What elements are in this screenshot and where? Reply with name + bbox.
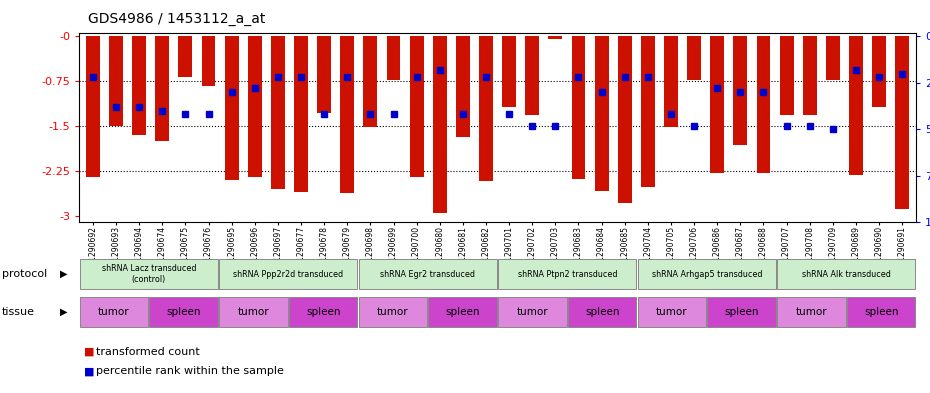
Bar [202, 37, 216, 86]
Bar [387, 37, 401, 79]
Text: shRNA Alk transduced: shRNA Alk transduced [802, 270, 891, 279]
Text: tumor: tumor [98, 307, 130, 317]
Bar [711, 37, 724, 173]
Bar [179, 37, 193, 77]
Text: transformed count: transformed count [96, 347, 200, 357]
Text: spleen: spleen [166, 307, 201, 317]
Text: spleen: spleen [724, 307, 759, 317]
Bar [80, 259, 218, 290]
Bar [271, 37, 285, 189]
Text: ■: ■ [84, 366, 94, 376]
Text: shRNA Lacz transduced
(control): shRNA Lacz transduced (control) [101, 264, 196, 284]
Bar [219, 297, 287, 327]
Text: tumor: tumor [656, 307, 688, 317]
Text: ■: ■ [84, 347, 94, 357]
Bar [294, 37, 308, 192]
Bar [896, 37, 910, 209]
Bar [549, 37, 563, 39]
Bar [219, 259, 357, 290]
Bar [641, 37, 655, 187]
Bar [429, 297, 497, 327]
Text: spleen: spleen [585, 307, 619, 317]
Bar [664, 37, 678, 127]
Bar [594, 37, 608, 191]
Bar [618, 37, 631, 203]
Bar [456, 37, 470, 137]
Bar [826, 37, 840, 79]
Bar [432, 37, 446, 213]
Bar [756, 37, 770, 173]
Text: ▶: ▶ [60, 269, 67, 279]
Bar [777, 259, 915, 290]
Bar [247, 37, 261, 177]
Bar [109, 37, 123, 126]
Text: spleen: spleen [864, 307, 898, 317]
Bar [132, 37, 146, 135]
Bar [525, 37, 539, 116]
Text: percentile rank within the sample: percentile rank within the sample [96, 366, 284, 376]
Bar [498, 297, 566, 327]
Text: protocol: protocol [2, 269, 47, 279]
Bar [225, 37, 239, 180]
Text: ▶: ▶ [60, 307, 67, 317]
Bar [847, 297, 915, 327]
Bar [86, 37, 100, 177]
Bar [734, 37, 748, 145]
Bar [687, 37, 701, 79]
Bar [289, 297, 357, 327]
Text: tumor: tumor [516, 307, 549, 317]
Bar [80, 297, 148, 327]
Bar [708, 297, 776, 327]
Bar [872, 37, 886, 107]
Bar [359, 259, 497, 290]
Text: tumor: tumor [377, 307, 409, 317]
Text: spleen: spleen [445, 307, 480, 317]
Bar [340, 37, 354, 193]
Bar [317, 37, 331, 113]
Text: shRNA Ppp2r2d transduced: shRNA Ppp2r2d transduced [233, 270, 343, 279]
Text: tumor: tumor [237, 307, 270, 317]
Bar [155, 37, 169, 141]
Bar [568, 297, 636, 327]
Bar [479, 37, 493, 181]
Text: tissue: tissue [2, 307, 34, 317]
Bar [150, 297, 218, 327]
Text: shRNA Egr2 transduced: shRNA Egr2 transduced [380, 270, 475, 279]
Bar [803, 37, 817, 116]
Bar [410, 37, 423, 177]
Text: GDS4986 / 1453112_a_at: GDS4986 / 1453112_a_at [88, 12, 266, 26]
Bar [777, 297, 845, 327]
Bar [359, 297, 427, 327]
Bar [364, 37, 378, 127]
Text: tumor: tumor [795, 307, 828, 317]
Bar [638, 259, 776, 290]
Text: spleen: spleen [306, 307, 340, 317]
Bar [849, 37, 863, 175]
Text: shRNA Ptpn2 transduced: shRNA Ptpn2 transduced [518, 270, 617, 279]
Bar [572, 37, 585, 179]
Bar [502, 37, 516, 107]
Text: shRNA Arhgap5 transduced: shRNA Arhgap5 transduced [652, 270, 762, 279]
Bar [779, 37, 793, 116]
Bar [498, 259, 636, 290]
Bar [638, 297, 706, 327]
